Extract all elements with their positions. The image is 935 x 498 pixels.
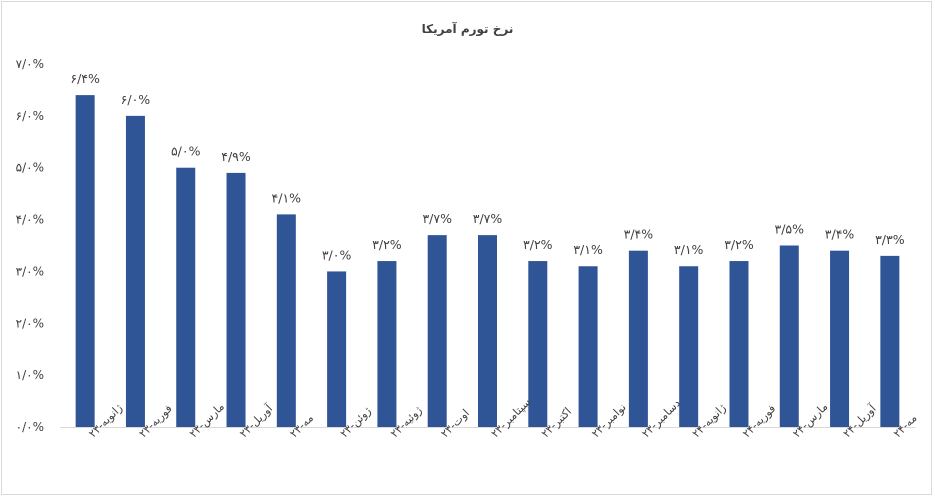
data-label: ۳/۷% [473,211,503,226]
bar [276,214,296,427]
data-label: ۵/۰% [171,144,201,159]
data-label: ۶/۰% [121,92,151,107]
y-tick-label: ۱/۰% [16,368,44,382]
data-label: ۳/۷% [422,211,452,226]
data-label: ۳/۳% [875,232,905,247]
data-label: ۳/۰% [322,247,352,262]
y-tick-label: ۳/۰% [16,264,44,278]
bar [377,261,397,427]
data-label: ۶/۴% [70,71,100,86]
bar [679,266,699,427]
data-label: ۴/۹% [221,149,251,164]
bar [830,250,850,427]
bar [729,261,749,427]
data-labels: ۶/۴% ۶/۰% ۵/۰% ۴/۹% ۴/۱% ۳/۰% ۳/۲% ۳/۷% ۳/۷% ۳/۲%… [70,71,904,262]
y-tick-label: ۵/۰% [16,161,44,175]
y-tick-label: ۷/۰% [16,57,44,71]
bar [125,115,145,427]
data-label: ۳/۴% [825,227,855,242]
bar [427,235,447,427]
y-tick-label: ۴/۰% [16,213,44,227]
bar [478,235,497,427]
y-tick-label: ۲/۰% [16,316,44,330]
data-label: ۳/۴% [624,227,654,242]
bar [176,167,196,427]
data-label: ۳/۲% [523,237,553,252]
bar [327,271,347,427]
data-label: ۳/۲% [372,237,402,252]
bar [75,95,95,427]
data-label: ۳/۲% [724,237,754,252]
chart-title: نرخ تورم آمریکا [421,22,514,36]
data-label: ۳/۵% [774,222,804,237]
data-label: ۳/۱% [573,242,603,257]
data-label: ۴/۱% [272,190,302,205]
bars [75,95,900,427]
bar [226,172,246,427]
y-axis-tick-labels: ۰/۰% ۱/۰% ۲/۰% ۳/۰% ۴/۰% ۵/۰% ۶/۰% ۷/۰% [16,57,44,434]
bar [880,255,900,427]
bar [578,266,598,427]
y-tick-label: ۶/۰% [16,109,44,123]
bar [779,245,799,427]
data-label: ۳/۱% [674,242,704,257]
bar [528,261,548,427]
bar [628,250,648,427]
y-tick-label: ۰/۰% [16,420,44,434]
